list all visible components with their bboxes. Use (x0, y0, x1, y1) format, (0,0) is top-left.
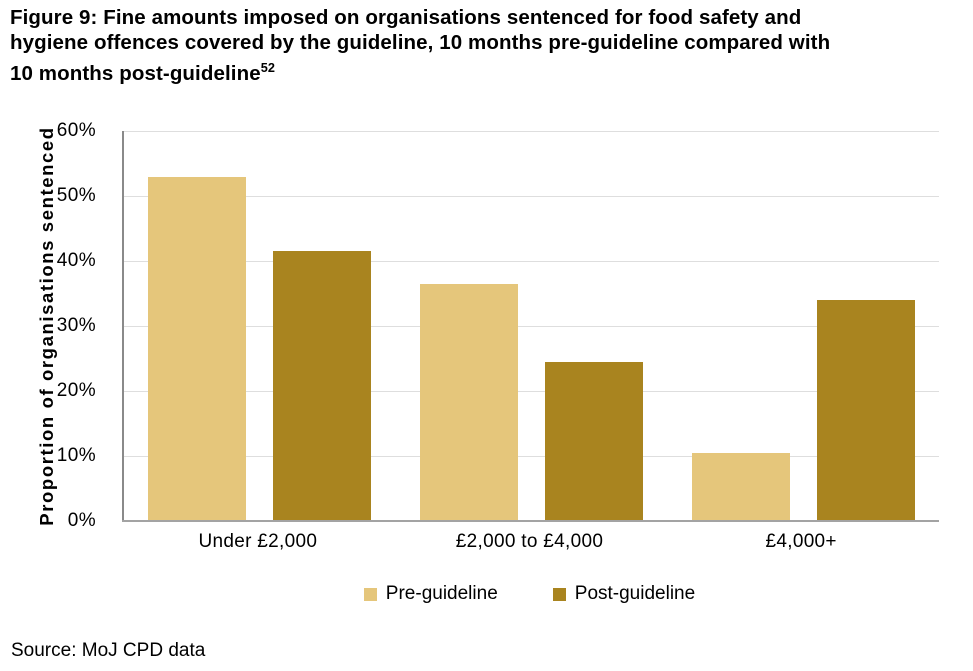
bar-group-2 (667, 131, 939, 521)
figure-title-line-3-text: 10 months post-guideline (10, 61, 261, 85)
legend-swatch-icon (363, 587, 377, 601)
bar-group-1 (396, 131, 668, 521)
bar-pre-guideline-1 (420, 283, 518, 521)
footnote-marker: 52 (260, 60, 276, 75)
bar-pre-guideline-0 (148, 176, 247, 521)
figure-title-line-1: Figure 9: Fine amounts imposed on organi… (10, 6, 802, 29)
y-tick-label-40: 40% (56, 250, 96, 271)
figure-title-line-3: 10 months post-guideline52 (10, 55, 968, 86)
gridline-20 (124, 391, 939, 392)
legend-item-post-guideline: Post-guideline (552, 583, 696, 605)
x-axis-label-1: £2,000 to £4,000 (455, 531, 604, 552)
bar-group-0 (124, 131, 396, 521)
y-tick-label-30: 30% (56, 315, 96, 336)
gridline-40 (124, 261, 939, 262)
plot-area (122, 131, 939, 522)
legend-label: Post-guideline (574, 583, 696, 604)
gridline-10 (124, 456, 939, 457)
gridline-50 (124, 196, 939, 197)
legend-label: Pre-guideline (385, 583, 498, 604)
y-tick-label-50: 50% (56, 185, 96, 206)
x-axis-label-2: £4,000+ (765, 531, 837, 552)
y-tick-label-10: 10% (56, 445, 96, 466)
figure-title-line-2: hygiene offences covered by the guidelin… (10, 31, 831, 54)
bar-pre-guideline-2 (691, 452, 790, 521)
y-tick-label-0: 0% (67, 510, 96, 531)
figure-title: Figure 9: Fine amounts imposed on organi… (10, 5, 968, 86)
source-note: Source: MoJ CPD data (11, 640, 206, 661)
bar-post-guideline-0 (273, 251, 372, 521)
legend-item-pre-guideline: Pre-guideline (363, 583, 498, 605)
bar-post-guideline-1 (545, 361, 643, 521)
legend-swatch-icon (552, 587, 566, 601)
y-tick-label-20: 20% (56, 380, 96, 401)
x-axis-line (122, 520, 939, 522)
gridline-30 (124, 326, 939, 327)
bar-groups (124, 131, 939, 521)
x-axis-labels: Under £2,000 £2,000 to £4,000 £4,000+ (122, 531, 937, 553)
bar-post-guideline-2 (816, 300, 915, 521)
chart-legend: Pre-guideline Post-guideline (122, 583, 937, 605)
x-axis-label-0: Under £2,000 (198, 531, 318, 552)
y-tick-label-60: 60% (56, 120, 96, 141)
y-axis-tick-labels: 0% 10% 20% 30% 40% 50% 60% (0, 120, 108, 531)
gridline-60 (124, 131, 939, 132)
